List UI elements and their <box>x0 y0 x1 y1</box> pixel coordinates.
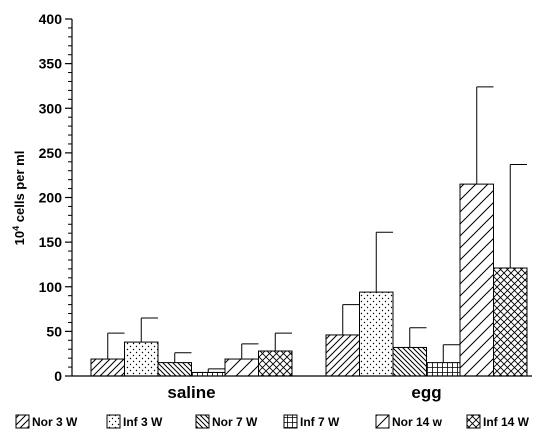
legend-swatch <box>195 414 210 429</box>
bar <box>124 341 159 377</box>
legend-label: Nor 7 W <box>212 415 258 429</box>
y-tick-label: 0 <box>54 368 62 384</box>
y-tick-label: 250 <box>39 145 63 161</box>
legend-label: Inf 14 W <box>483 415 530 429</box>
category-label: saline <box>167 383 215 402</box>
y-tick-label: 150 <box>39 234 63 250</box>
error-bars <box>107 86 527 373</box>
legend: Nor 3 W Inf 3 W Nor 7 W Inf 7 W Nor 14 w Inf … <box>15 414 530 429</box>
legend-item: Inf 14 W <box>466 414 530 429</box>
legend-swatch <box>283 414 298 429</box>
category-labels: saline egg <box>167 383 441 402</box>
legend-swatch <box>466 414 481 429</box>
bar <box>157 362 192 377</box>
legend-item: Inf 7 W <box>283 414 340 429</box>
bar <box>258 350 293 377</box>
legend-swatch <box>15 414 30 429</box>
y-tick-label: 200 <box>39 190 63 206</box>
bar <box>459 183 494 377</box>
y-tick-label: 350 <box>39 56 63 72</box>
legend-item: Nor 14 w <box>375 414 443 429</box>
bar <box>224 358 259 377</box>
category-label: egg <box>411 383 441 402</box>
bar <box>426 362 461 377</box>
bar <box>392 346 427 377</box>
bar <box>90 358 125 377</box>
legend-label: Inf 7 W <box>300 415 340 429</box>
y-tick-label: 400 <box>39 11 63 27</box>
y-tick-label: 50 <box>46 323 62 339</box>
legend-item: Inf 3 W <box>106 414 163 429</box>
legend-label: Nor 14 w <box>392 415 443 429</box>
bar <box>493 267 528 377</box>
legend-label: Inf 3 W <box>123 415 163 429</box>
legend-label: Nor 3 W <box>32 415 78 429</box>
bar <box>325 334 360 377</box>
legend-item: Nor 7 W <box>195 414 258 429</box>
y-tick-label: 100 <box>39 279 63 295</box>
legend-item: Nor 3 W <box>15 414 78 429</box>
bar <box>359 291 394 377</box>
legend-swatch <box>375 414 390 429</box>
y-ticks: 0 50 100 150 200 250 300 350 400 <box>39 11 72 384</box>
bars <box>90 183 528 377</box>
y-axis-label: 104 cells per ml <box>11 151 27 246</box>
legend-swatch <box>106 414 121 429</box>
y-tick-label: 300 <box>39 100 63 116</box>
